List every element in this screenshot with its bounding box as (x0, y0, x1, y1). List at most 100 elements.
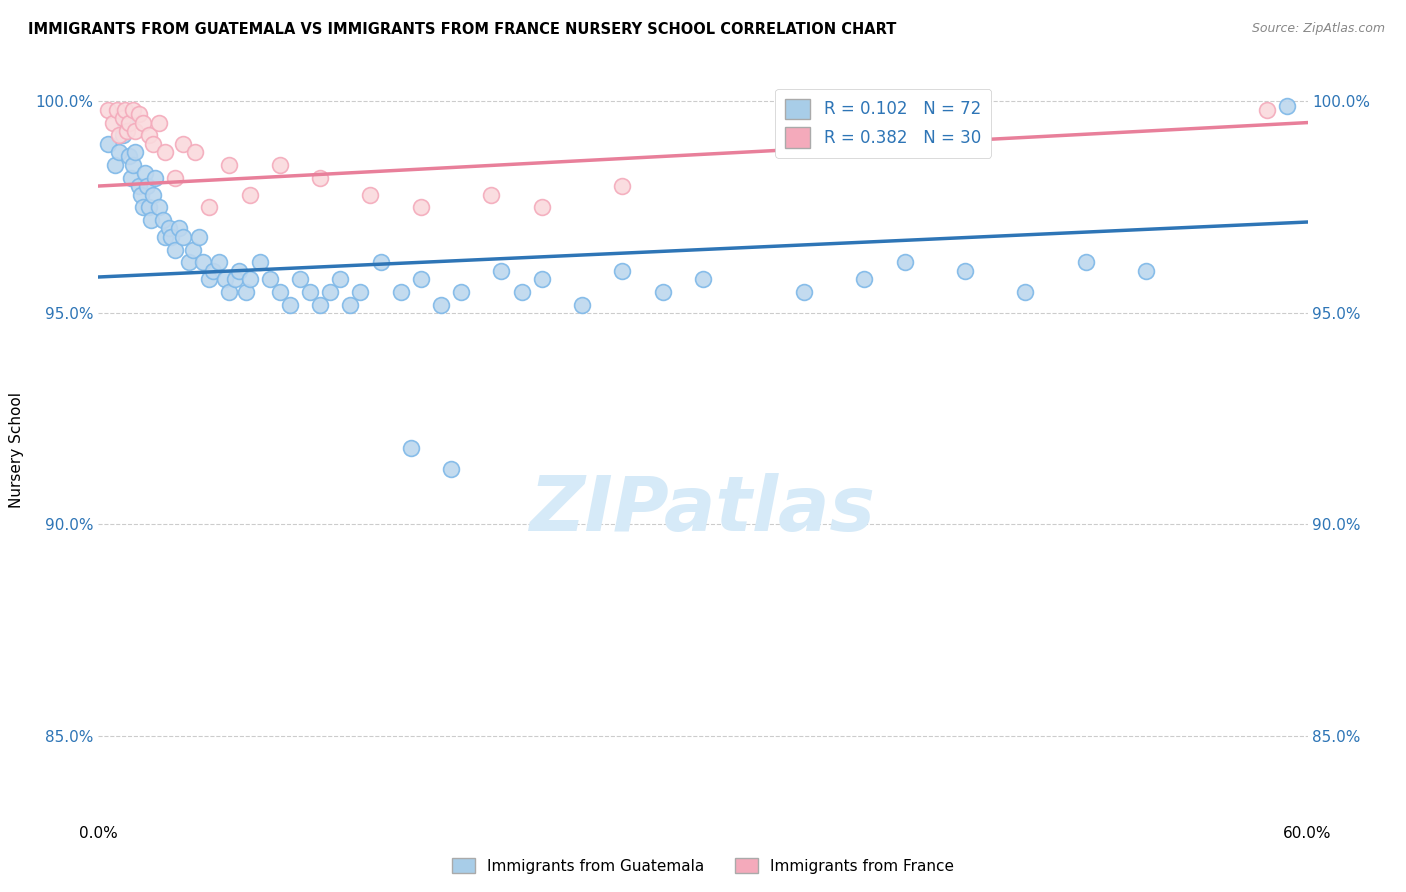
Point (259, 272, 281, 286)
Point (160, 229, 183, 244)
Point (129, 187, 152, 202)
Point (148, 115, 170, 129)
Point (181, 243, 204, 257)
Point (132, 115, 155, 129)
Point (198, 272, 221, 286)
Point (228, 263, 250, 277)
Point (138, 128, 160, 143)
Point (389, 285, 412, 299)
Point (218, 158, 240, 172)
Point (651, 285, 673, 299)
Point (612, 179, 634, 194)
Point (124, 124, 146, 138)
Point (612, 263, 634, 277)
Point (399, 442, 422, 456)
Point (132, 200, 155, 214)
Y-axis label: Nursery School: Nursery School (10, 392, 24, 508)
Point (1135, 263, 1157, 277)
Point (152, 213, 174, 227)
Point (107, 128, 129, 143)
Point (118, 115, 141, 129)
Point (440, 462, 463, 476)
Legend: R = 0.102   N = 72, R = 0.382   N = 30: R = 0.102 N = 72, R = 0.382 N = 30 (775, 88, 991, 158)
Point (135, 179, 157, 194)
Point (107, 145, 129, 160)
Point (214, 272, 236, 286)
Point (309, 297, 332, 311)
Point (163, 170, 186, 185)
Point (409, 272, 432, 286)
Text: IMMIGRANTS FROM GUATEMALA VS IMMIGRANTS FROM FRANCE NURSERY SCHOOL CORRELATION C: IMMIGRANTS FROM GUATEMALA VS IMMIGRANTS … (28, 22, 897, 37)
Point (184, 145, 207, 160)
Point (138, 200, 160, 214)
Point (202, 263, 225, 277)
Point (409, 200, 432, 214)
Point (235, 285, 257, 299)
Point (370, 255, 392, 269)
Point (360, 187, 382, 202)
Point (692, 272, 714, 286)
Point (430, 297, 453, 311)
Point (339, 297, 361, 311)
Point (118, 149, 141, 163)
Point (299, 285, 322, 299)
Point (97, 103, 120, 117)
Point (124, 145, 146, 160)
Point (329, 272, 352, 286)
Point (157, 221, 180, 235)
Point (139, 213, 162, 227)
Point (101, 115, 124, 129)
Point (172, 229, 194, 244)
Text: ZIPatlas: ZIPatlas (530, 473, 876, 547)
Point (269, 285, 291, 299)
Point (153, 229, 176, 244)
Point (288, 272, 311, 286)
Point (143, 170, 166, 185)
Point (114, 115, 136, 129)
Point (193, 255, 215, 269)
Point (1074, 255, 1097, 269)
Point (319, 285, 342, 299)
Point (198, 200, 221, 214)
Point (163, 243, 186, 257)
Point (188, 229, 211, 244)
Point (309, 170, 332, 185)
Point (1014, 285, 1036, 299)
Text: Source: ZipAtlas.com: Source: ZipAtlas.com (1251, 22, 1385, 36)
Point (510, 285, 533, 299)
Point (103, 158, 125, 172)
Point (172, 136, 194, 151)
Point (120, 170, 142, 185)
Point (148, 200, 170, 214)
Point (111, 128, 134, 143)
Point (481, 187, 503, 202)
Point (121, 158, 143, 172)
Point (853, 272, 876, 286)
Point (953, 263, 976, 277)
Point (128, 179, 150, 194)
Point (114, 103, 136, 117)
Point (111, 112, 134, 126)
Point (249, 255, 271, 269)
Point (142, 136, 165, 151)
Point (128, 107, 150, 121)
Point (530, 200, 553, 214)
Point (239, 187, 262, 202)
Point (153, 145, 176, 160)
Point (224, 272, 246, 286)
Point (793, 285, 815, 299)
Point (105, 103, 128, 117)
Point (142, 187, 165, 202)
Point (1256, 103, 1278, 117)
Point (97, 136, 120, 151)
Point (278, 297, 301, 311)
Point (134, 166, 156, 180)
Point (450, 285, 472, 299)
Point (208, 255, 231, 269)
Point (349, 285, 371, 299)
Point (218, 285, 240, 299)
Point (491, 263, 513, 277)
Point (239, 272, 262, 286)
Point (571, 297, 593, 311)
Point (179, 255, 201, 269)
